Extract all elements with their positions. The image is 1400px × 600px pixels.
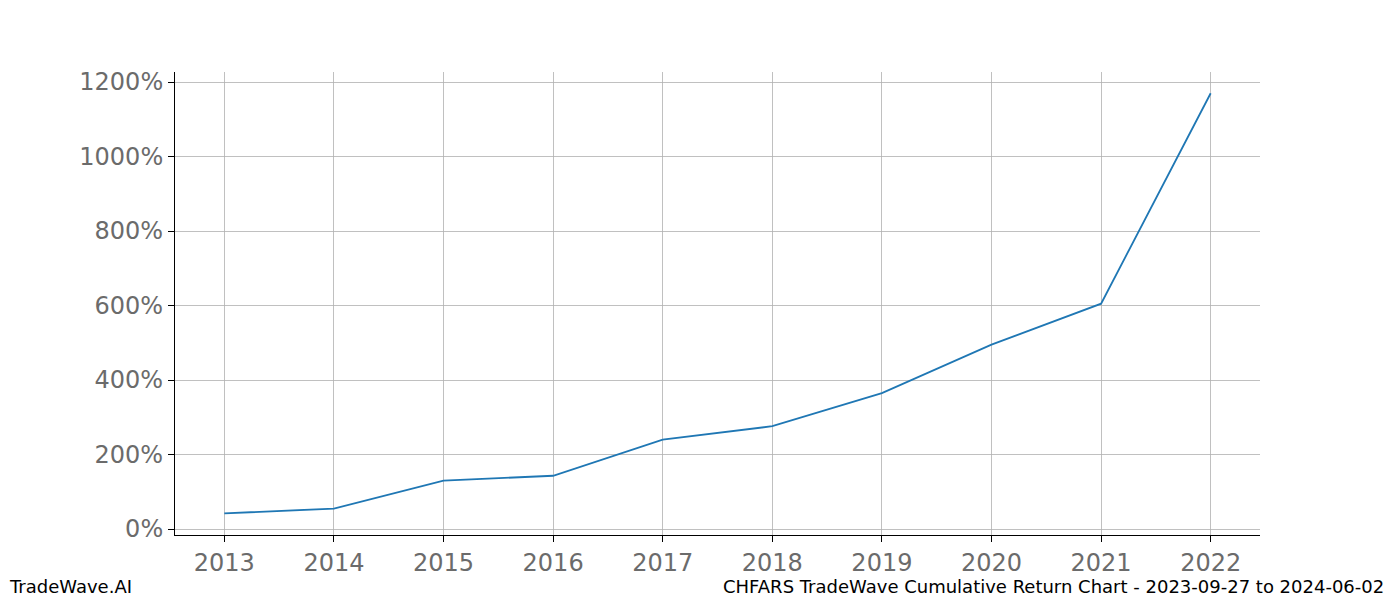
- svg-text:2013: 2013: [194, 549, 255, 577]
- svg-text:600%: 600%: [95, 292, 164, 320]
- svg-text:2018: 2018: [742, 549, 803, 577]
- svg-text:2016: 2016: [523, 549, 584, 577]
- svg-text:2019: 2019: [851, 549, 912, 577]
- svg-text:400%: 400%: [95, 366, 164, 394]
- svg-text:TradeWave.AI: TradeWave.AI: [9, 576, 132, 597]
- svg-text:0%: 0%: [125, 515, 163, 543]
- svg-text:800%: 800%: [95, 217, 164, 245]
- svg-text:2022: 2022: [1180, 549, 1241, 577]
- svg-text:2014: 2014: [303, 549, 364, 577]
- svg-text:200%: 200%: [95, 441, 164, 469]
- svg-text:2015: 2015: [413, 549, 474, 577]
- svg-text:2020: 2020: [961, 549, 1022, 577]
- svg-text:CHFARS TradeWave Cumulative Re: CHFARS TradeWave Cumulative Return Chart…: [723, 576, 1384, 597]
- svg-text:1200%: 1200%: [79, 68, 163, 96]
- svg-text:1000%: 1000%: [79, 143, 163, 171]
- svg-text:2021: 2021: [1071, 549, 1132, 577]
- svg-text:2017: 2017: [632, 549, 693, 577]
